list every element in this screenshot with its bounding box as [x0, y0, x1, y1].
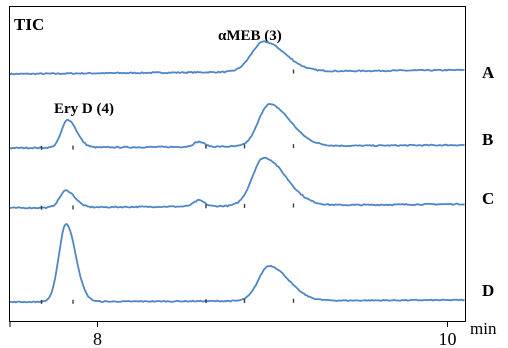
- traces-group: [9, 40, 465, 304]
- trace-b: [9, 103, 465, 150]
- trace-a: [9, 40, 465, 76]
- peak-label-ameb: αMEB (3): [218, 28, 282, 44]
- trace-label-a: A: [482, 63, 495, 82]
- x-axis-label: min: [470, 319, 497, 338]
- x-tick-label-8: 8: [93, 329, 102, 348]
- chart-title: TIC: [14, 15, 44, 34]
- trace-labels-group: A B C D: [482, 63, 495, 300]
- trace-d: [9, 223, 465, 304]
- trace-label-c: C: [482, 189, 494, 208]
- peak-label-ery-d: Ery D (4): [54, 101, 114, 117]
- trace-c: [9, 156, 465, 210]
- plot-frame: [9, 6, 466, 322]
- x-axis-ticks: 8 10: [9, 321, 457, 348]
- trace-label-b: B: [482, 130, 493, 149]
- trace-label-d: D: [482, 281, 494, 300]
- x-tick-label-10: 10: [439, 329, 457, 348]
